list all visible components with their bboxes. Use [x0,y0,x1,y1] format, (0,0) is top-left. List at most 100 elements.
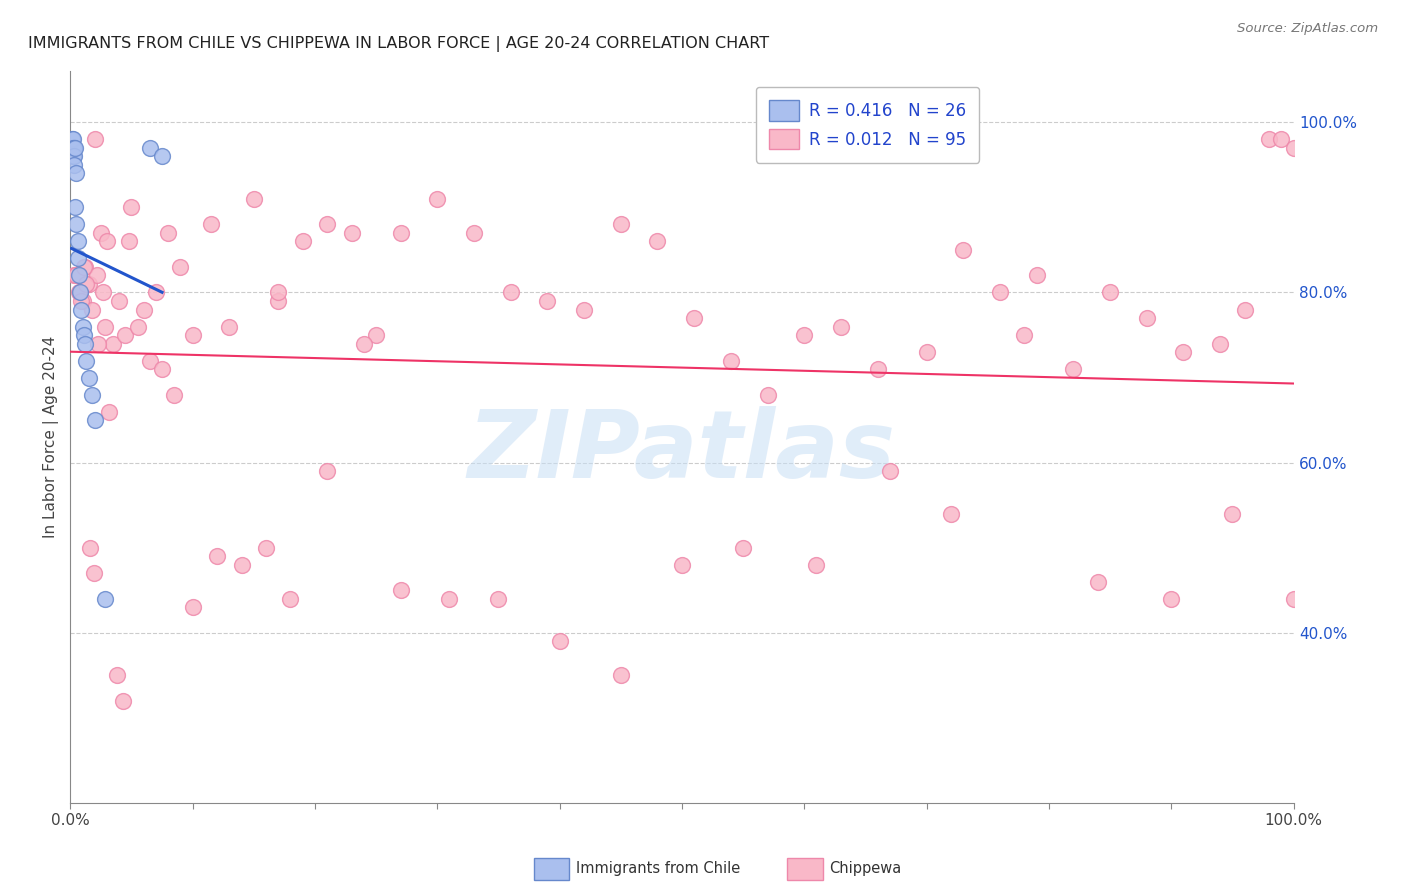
Point [121,201,143,215]
Point [127,319,149,334]
Point [1062,362,1084,376]
Point [952,243,974,257]
Point [93,319,115,334]
Point [1233,302,1256,317]
Point [73,260,96,274]
Point [150,149,173,163]
Point [60,132,83,146]
Point [316,464,339,478]
Point [63,158,86,172]
Point [915,345,938,359]
Point [157,226,180,240]
Point [1209,336,1232,351]
Point [1173,345,1195,359]
Point [83,413,105,427]
Point [572,302,595,317]
Point [69,285,91,300]
Point [96,235,118,249]
Point [108,293,131,308]
Point [118,235,141,249]
Point [366,328,388,343]
Point [66,235,89,249]
Point [733,541,755,555]
Point [683,311,706,326]
Point [91,285,114,300]
Point [463,226,485,240]
Point [1087,574,1109,589]
Point [69,285,91,300]
Text: Source: ZipAtlas.com: Source: ZipAtlas.com [1237,22,1378,36]
Point [73,260,96,274]
Point [1099,285,1122,300]
Point [82,387,104,401]
Legend: R = 0.416   N = 26, R = 0.012   N = 95: R = 0.416 N = 26, R = 0.012 N = 95 [755,87,980,162]
Point [353,336,375,351]
Point [77,370,100,384]
Point [63,268,86,283]
Point [243,192,266,206]
Point [1014,328,1036,343]
Text: Immigrants from Chile: Immigrants from Chile [576,862,741,876]
Point [63,201,86,215]
Point [62,141,84,155]
Point [280,591,302,606]
Point [150,362,173,376]
Point [793,328,815,343]
Point [79,541,101,555]
Point [75,277,97,291]
Point [93,591,115,606]
Point [231,558,253,572]
Point [181,600,204,615]
Point [101,336,124,351]
Text: ZIPatlas: ZIPatlas [468,406,896,498]
Point [988,285,1011,300]
Point [254,541,277,555]
Point [65,166,87,180]
Point [87,336,110,351]
Point [67,268,90,283]
Point [291,235,314,249]
Point [756,387,779,401]
Point [77,277,100,291]
Point [66,252,89,266]
Point [671,558,693,572]
Text: Chippewa: Chippewa [830,862,901,876]
Point [1258,132,1281,146]
Point [90,226,112,240]
Point [499,285,522,300]
Point [67,285,90,300]
Point [62,149,84,163]
Point [548,634,571,648]
Point [114,328,136,343]
Point [806,558,828,572]
Point [389,226,412,240]
Point [879,464,901,478]
Point [1222,507,1244,521]
Point [73,336,96,351]
Point [132,302,155,317]
Point [63,149,86,163]
Point [98,404,121,418]
Point [83,132,105,146]
Point [73,328,96,343]
Point [205,549,228,563]
Point [939,507,962,521]
Point [830,319,852,334]
Point [139,141,162,155]
Point [63,141,86,155]
Point [866,362,889,376]
Point [111,694,134,708]
Point [340,226,363,240]
Point [145,285,167,300]
Y-axis label: In Labor Force | Age 20-24: In Labor Force | Age 20-24 [44,336,59,538]
Point [426,192,449,206]
Point [647,235,669,249]
Point [62,132,84,146]
Point [70,302,93,317]
Point [65,268,87,283]
Point [536,293,558,308]
Point [70,293,93,308]
Point [389,583,412,598]
Point [1270,132,1292,146]
Point [1282,591,1305,606]
